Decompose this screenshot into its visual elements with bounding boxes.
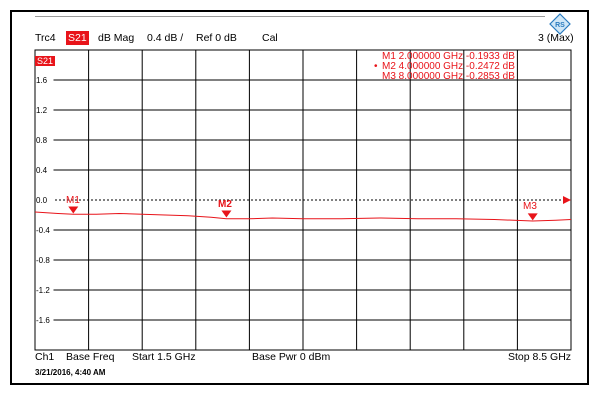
max-label: 3 (Max) bbox=[538, 32, 574, 44]
ref-level-arrow bbox=[563, 196, 571, 204]
y-tick-bg bbox=[35, 286, 54, 294]
y-tick-label: 0.0 bbox=[36, 196, 48, 205]
param-badge[interactable]: S21 bbox=[66, 31, 89, 45]
marker-m3-triangle[interactable] bbox=[527, 213, 538, 221]
y-ticks: 1.6 1.2 0.8 0.4 0.0 -0.4 -0.8 -1.2 -1.6 bbox=[35, 76, 54, 325]
marker-triangles bbox=[68, 206, 538, 221]
marker-m1-triangle[interactable] bbox=[68, 206, 79, 214]
y-tick-bg bbox=[35, 136, 54, 144]
marker-label-m2: M2 bbox=[218, 199, 232, 210]
top-divider bbox=[35, 16, 545, 17]
y-tick-bg bbox=[35, 256, 54, 264]
marker-row-m1: M1 2.000000 GHz -0.1933 dB bbox=[382, 51, 515, 62]
y-tick-label: -1.6 bbox=[36, 316, 50, 325]
trace-line bbox=[34, 211, 572, 222]
trace-name[interactable]: Trc4 bbox=[35, 32, 56, 44]
svg-text:RS: RS bbox=[555, 22, 565, 29]
y-tick-bg bbox=[35, 316, 54, 324]
y-tick-label: 0.8 bbox=[36, 136, 48, 145]
format-label[interactable]: dB Mag bbox=[98, 32, 135, 44]
analyzer-screen bbox=[10, 10, 589, 385]
base-freq-label: Base Freq bbox=[66, 351, 115, 363]
y-tick-label: -0.8 bbox=[36, 256, 50, 265]
y-tick-bg bbox=[35, 76, 54, 84]
trace-label: S21 bbox=[35, 56, 56, 66]
timestamp: 3/21/2016, 4:40 AM bbox=[35, 368, 106, 377]
channel-label[interactable]: Ch1 bbox=[35, 351, 55, 363]
y-tick-label: -0.4 bbox=[36, 226, 50, 235]
cal-label[interactable]: Cal bbox=[262, 32, 278, 44]
scale-label[interactable]: 0.4 dB / bbox=[147, 32, 184, 44]
marker-label-m3: M3 bbox=[523, 201, 537, 212]
ref-label[interactable]: Ref 0 dB bbox=[196, 32, 237, 44]
y-tick-bg bbox=[35, 196, 54, 204]
marker-row-m2: M2 4.000000 GHz -0.2472 dB bbox=[382, 61, 515, 72]
y-tick-label: -1.2 bbox=[36, 286, 50, 295]
grid bbox=[34, 49, 572, 351]
rohde-schwarz-logo: RS bbox=[549, 13, 571, 35]
base-power[interactable]: Base Pwr 0 dBm bbox=[252, 351, 331, 363]
stop-freq[interactable]: Stop 8.5 GHz bbox=[508, 351, 572, 363]
marker-label-m1: M1 bbox=[66, 195, 80, 206]
marker-row-m2-bullet: • bbox=[374, 61, 378, 72]
y-tick-bg bbox=[35, 166, 54, 174]
y-tick-label: 1.2 bbox=[36, 106, 48, 115]
y-tick-bg bbox=[35, 106, 54, 114]
y-tick-label: 1.6 bbox=[36, 76, 48, 85]
start-freq[interactable]: Start 1.5 GHz bbox=[132, 351, 196, 363]
marker-m2-triangle[interactable] bbox=[221, 210, 232, 218]
y-tick-label: 0.4 bbox=[36, 166, 48, 175]
y-tick-bg bbox=[35, 226, 54, 234]
marker-row-m3: M3 8.000000 GHz -0.2853 dB bbox=[382, 71, 515, 82]
